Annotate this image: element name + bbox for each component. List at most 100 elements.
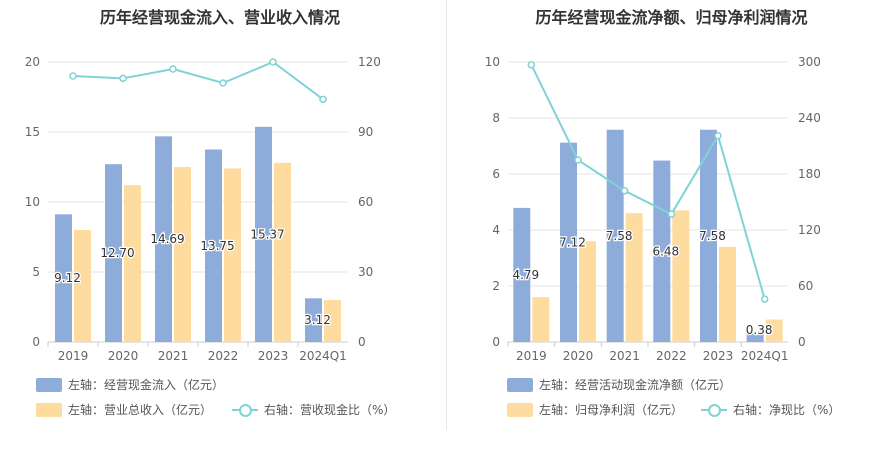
line-point[interactable] [527,61,536,69]
y-right-tick-label: 60 [798,279,813,293]
legend-item-series-1[interactable]: 左轴：经营现金流入（亿元） [36,376,224,393]
bar-series-1[interactable] [700,129,717,342]
data-label: 0.38 [746,323,773,337]
y-left-tick-label: 20 [25,55,40,69]
legend-label: 左轴：经营活动现金流净额（亿元） [539,378,732,392]
y-right-tick-label: 0 [358,335,366,349]
data-label: 7.58 [606,229,633,243]
data-label: 9.12 [54,271,81,285]
legend-label: 左轴：归母净利润（亿元） [539,403,684,417]
y-left-tick-label: 2 [492,279,500,293]
legend-line-swatch [232,403,258,417]
y-right-tick-label: 240 [798,111,821,125]
line-point[interactable] [760,295,769,303]
line-point[interactable] [319,95,327,104]
x-tick-label: 2022 [208,349,239,363]
data-label: 7.12 [559,235,586,249]
chart-panel-right: 历年经营现金流净额、归母净利润情况 0 2 4 6 8 10 0 60 120 180 240 300… [450,0,893,430]
line-series-3 [72,60,324,101]
bar-series-2[interactable] [719,246,736,342]
bar-series-1[interactable] [155,136,172,342]
bar-series-1[interactable] [513,207,531,342]
data-label: 6.48 [652,244,679,258]
data-label: 7.58 [699,229,726,243]
bar-series-2[interactable] [324,300,341,342]
bar-series-2[interactable] [532,297,550,342]
bar-series-1[interactable] [255,126,272,342]
bar-series-2[interactable] [579,241,596,342]
x-tick-label: 2022 [656,349,687,363]
legend-item-series-2[interactable]: 左轴：营业总收入（亿元） [36,401,212,418]
legend-item-series-3[interactable]: 右轴：净现比（%） [701,401,840,418]
chart-title: 历年经营现金流入、营业收入情况 [99,8,340,27]
y-left-tick-label: 8 [492,111,500,125]
bar-series-2[interactable] [765,319,783,342]
line-point[interactable] [219,79,227,87]
panel-divider [446,0,447,430]
y-right-tick-label: 120 [358,55,381,69]
data-label: 3.12 [304,313,331,327]
x-tick-label: 2021 [158,349,189,363]
bar-series-2[interactable] [174,167,191,342]
y-right-tick-label: 0 [798,335,806,349]
data-label: 14.69 [150,232,184,246]
legend-item-series-2[interactable]: 左轴：归母净利润（亿元） [507,401,683,418]
bar-series-2[interactable] [124,185,141,342]
legend-item-series-3[interactable]: 右轴：营收现金比（%） [232,401,395,418]
bar-series-1[interactable] [205,149,222,343]
line-point[interactable] [714,131,722,140]
legend-label: 左轴：经营现金流入（亿元） [68,378,225,392]
y-right-tick-label: 60 [358,195,373,209]
chart-svg-left: 0 5 10 15 20 0 30 60 90 120 2019 9.12 2020 12.70 2021 1… [25,55,381,363]
bar-series-1[interactable] [653,160,671,342]
line-point[interactable] [667,210,676,218]
legend-swatch [36,402,62,417]
chart-panel-left: 历年经营现金流入、营业收入情况 0 5 10 15 20 0 30 60 90 120 2019 9.… [0,0,440,430]
bar-series-1[interactable] [560,142,577,342]
x-tick-label: 2020 [563,349,594,363]
legend-swatch [507,377,533,392]
y-right-tick-label: 300 [798,55,821,69]
bar-series-1[interactable] [55,214,72,342]
y-right-tick-label: 90 [358,125,373,139]
bar-series-2[interactable] [625,213,643,342]
line-series-3 [530,64,766,300]
bar-series-2[interactable] [672,210,690,342]
legend-swatch [507,402,533,417]
y-left-tick-label: 10 [25,195,40,209]
bar-series-2[interactable] [224,168,241,342]
x-tick-label: 2024Q1 [741,349,789,363]
line-point[interactable] [269,58,277,66]
line-point[interactable] [574,156,582,164]
data-label: 4.79 [512,268,539,282]
bar-series-1[interactable] [746,331,764,342]
y-left-tick-label: 10 [485,55,500,69]
x-tick-label: 2021 [609,349,640,363]
x-tick-label: 2023 [258,349,289,363]
bar-series-1[interactable] [105,164,122,342]
bar-series-2[interactable] [74,230,91,342]
legend-item-series-1[interactable]: 左轴：经营活动现金流净额（亿元） [507,376,731,393]
x-tick-label: 2024Q1 [299,349,347,363]
y-right-tick-label: 120 [798,223,821,237]
y-right-tick-label: 180 [798,167,821,181]
bar-series-2[interactable] [274,162,291,342]
x-tick-label: 2019 [58,349,89,363]
y-left-tick-label: 4 [492,223,500,237]
legend-line-swatch [701,403,727,417]
y-left-tick-label: 15 [25,125,40,139]
data-label: 13.75 [200,239,234,253]
line-point[interactable] [119,74,127,83]
x-tick-label: 2019 [516,349,547,363]
y-left-tick-label: 0 [32,335,40,349]
y-left-tick-label: 0 [492,335,500,349]
y-left-tick-label: 5 [32,265,40,279]
y-left-tick-label: 6 [492,167,500,181]
line-point[interactable] [169,65,177,73]
line-point[interactable] [69,72,77,80]
x-tick-label: 2020 [108,349,139,363]
data-label: 15.37 [250,227,284,241]
line-point[interactable] [620,187,629,195]
bar-series-1[interactable] [305,298,322,342]
